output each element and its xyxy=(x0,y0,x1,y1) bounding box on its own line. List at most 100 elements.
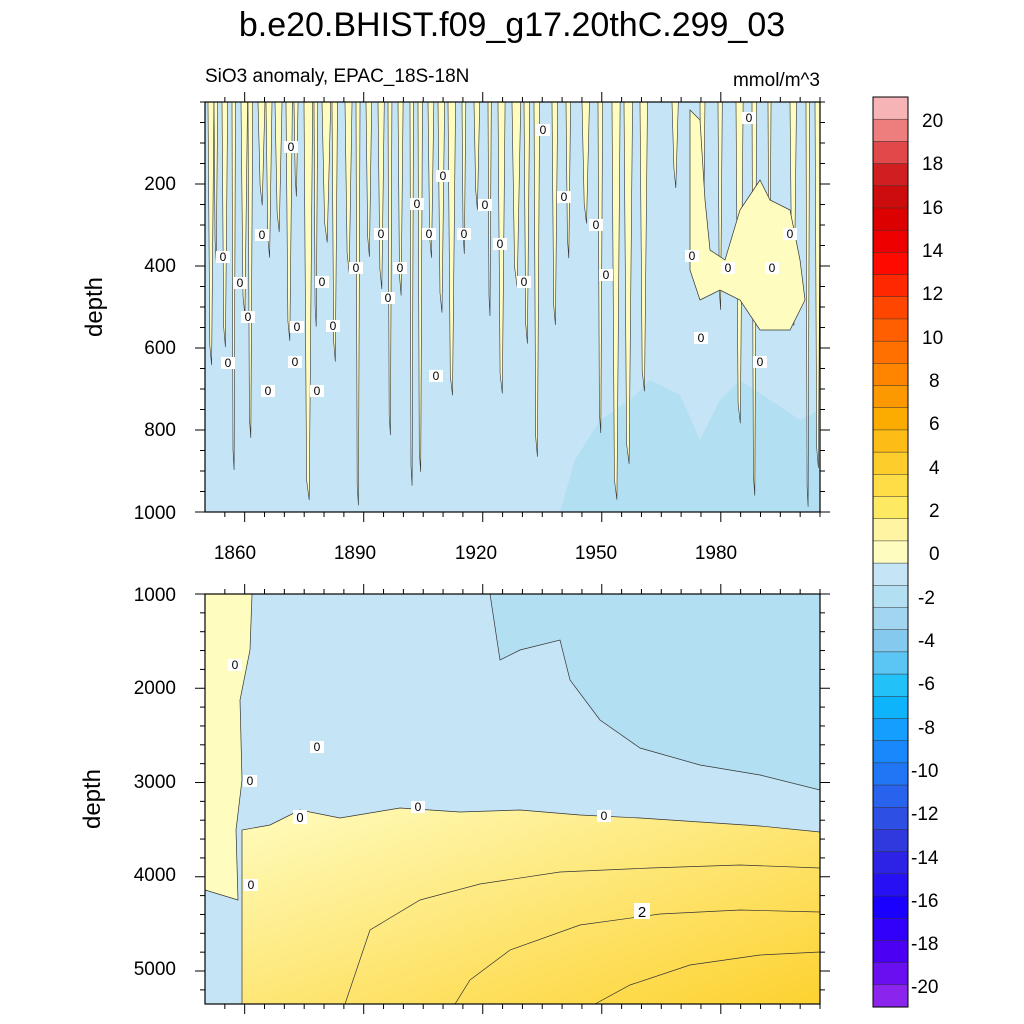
colorbar-box xyxy=(872,363,909,387)
colorbar-label: -16 xyxy=(911,891,938,912)
contour-label: 0 xyxy=(433,369,440,383)
colorbar-box xyxy=(872,407,909,431)
contour-label: 0 xyxy=(414,197,421,211)
lower-y-tick-label: 5000 xyxy=(134,959,176,980)
contour-label: 0 xyxy=(353,261,360,275)
lower-plot-frame xyxy=(204,593,821,1005)
contour-label: 0 xyxy=(314,740,321,754)
colorbar-label: -6 xyxy=(918,674,935,695)
colorbar-box xyxy=(872,540,909,564)
colorbar-box xyxy=(872,274,909,298)
colorbar-box xyxy=(872,651,909,675)
contour-label: 0 xyxy=(603,268,610,282)
contour-label: 0 xyxy=(440,169,447,183)
contour-label: 0 xyxy=(296,810,303,825)
contour-label: 0 xyxy=(593,218,600,232)
contour-label: 0 xyxy=(378,227,385,241)
contour-label: 0 xyxy=(415,800,422,814)
colorbar-label: 0 xyxy=(929,544,940,565)
contour-label: 0 xyxy=(397,261,404,275)
lower-panel: 0 0 0 0 0 0 0 2 xyxy=(195,584,830,1014)
upper-positive-stripes xyxy=(207,102,820,507)
colorbar-box xyxy=(872,296,909,320)
contour-label: 0 xyxy=(294,320,301,334)
x-tick-label: 1920 xyxy=(455,543,497,564)
positive-stripe xyxy=(717,102,723,310)
upper-axis-ticks xyxy=(195,92,830,522)
colorbar-label: -18 xyxy=(911,934,938,955)
lower-contour-2 xyxy=(454,909,820,1004)
contour-label: 0 xyxy=(288,140,295,154)
colorbar-label: -12 xyxy=(911,804,938,825)
colorbar-label: 6 xyxy=(929,414,940,435)
lower-y-tick-label: 4000 xyxy=(134,865,176,886)
colorbar-box xyxy=(872,118,909,142)
positive-stripe xyxy=(207,102,215,366)
colorbar-box xyxy=(872,496,909,520)
colorbar-box xyxy=(872,207,909,231)
colorbar-box xyxy=(872,163,909,187)
positive-stripe xyxy=(409,102,414,486)
colorbar-label: 2 xyxy=(929,501,940,522)
contour-label: 0 xyxy=(787,227,794,241)
contour-label: 0 xyxy=(232,658,239,672)
contour-label: 0 xyxy=(725,261,732,275)
contour-label: 0 xyxy=(689,249,696,263)
contour-label: 0 xyxy=(746,111,753,125)
contour-label: 0 xyxy=(769,261,776,275)
colorbar-label: -4 xyxy=(918,631,935,652)
colorbar-labels: 20 18 16 14 12 10 8 6 4 2 0 -2 -4 -6 -8 … xyxy=(911,111,944,998)
positive-stripe xyxy=(285,102,293,341)
contour-label: 0 xyxy=(461,227,468,241)
colorbar-label: 8 xyxy=(929,371,940,392)
positive-stripe xyxy=(274,102,283,233)
positive-stripe xyxy=(581,102,590,224)
positive-stripe xyxy=(597,102,603,434)
upper-y-axis-label: depth xyxy=(81,277,108,337)
colorbar-box xyxy=(872,518,909,542)
positive-stripe xyxy=(321,102,332,243)
positive-stripe xyxy=(303,102,313,501)
colorbar-label: -2 xyxy=(918,588,935,609)
positive-stripe xyxy=(623,102,633,464)
lower-more-negative-region xyxy=(489,594,820,791)
upper-y-tick-label: 600 xyxy=(144,338,176,359)
contour-label: 0 xyxy=(248,878,255,892)
upper-y-tick-label: 1000 xyxy=(134,503,176,524)
lower-positive-region xyxy=(241,807,820,1004)
lower-contour-1 xyxy=(344,864,820,1004)
colorbar-box xyxy=(872,962,909,986)
colorbar-box xyxy=(872,829,909,853)
lower-y-tick-label: 3000 xyxy=(134,772,176,793)
contour-label: 0 xyxy=(319,275,326,289)
colorbar-box xyxy=(872,141,909,165)
colorbar-box xyxy=(872,673,909,697)
positive-stripe xyxy=(265,102,273,258)
contour-label: 0 xyxy=(247,774,254,788)
colorbar-box xyxy=(872,474,909,498)
contour-label: 0 xyxy=(225,356,232,370)
lower-axis-ticks xyxy=(195,584,830,1014)
x-tick-label: 1950 xyxy=(575,543,617,564)
contour-label: 2 xyxy=(638,904,646,921)
contour-label: 0 xyxy=(292,355,299,369)
colorbar-box xyxy=(872,762,909,786)
colorbar-label: 14 xyxy=(922,241,944,262)
positive-stripe xyxy=(313,102,319,327)
upper-y-tick-label: 200 xyxy=(144,174,176,195)
positive-stripe xyxy=(387,102,393,436)
positive-stripe xyxy=(365,102,372,257)
contour-label: 0 xyxy=(385,291,392,305)
positive-stripe xyxy=(461,102,467,254)
colorbar-box xyxy=(872,740,909,764)
chart-title: b.e20.BHIST.f09_g17.20thC.299_03 xyxy=(239,6,785,44)
contour-label: 0 xyxy=(698,331,705,345)
positive-stripe xyxy=(473,102,481,210)
colorbar-box xyxy=(872,562,909,586)
contour-label: 0 xyxy=(426,227,433,241)
contour-label: 0 xyxy=(330,319,337,333)
colorbar-box xyxy=(872,629,909,653)
positive-stripe xyxy=(377,102,385,290)
contour-label: 0 xyxy=(757,355,764,369)
